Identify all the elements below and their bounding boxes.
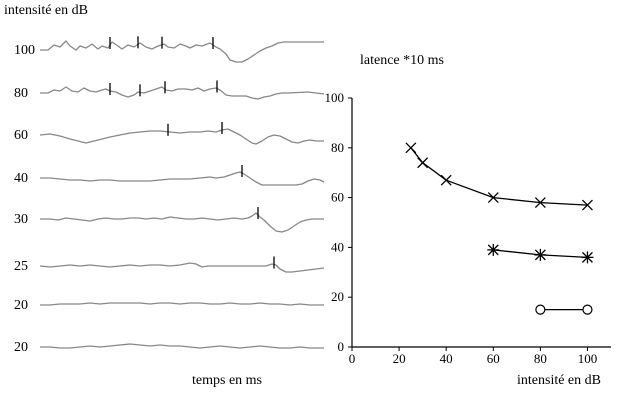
waveform-trace xyxy=(40,343,324,349)
x-tick-label: 20 xyxy=(393,351,406,366)
series-line xyxy=(410,147,588,206)
circle-marker xyxy=(582,304,593,315)
x-tick-label: 60 xyxy=(487,351,500,366)
chart-title: latence *10 ms xyxy=(360,53,444,68)
data-point xyxy=(405,142,417,154)
marker-stroke xyxy=(405,142,417,154)
y-tick-label: 40 xyxy=(331,239,344,254)
waveform-trace xyxy=(39,128,324,145)
data-point xyxy=(581,251,594,264)
data-point xyxy=(487,192,499,204)
waveform-trace xyxy=(40,212,324,233)
y-tick-label: 20 xyxy=(331,289,344,304)
data-point xyxy=(534,197,546,209)
marker-stroke xyxy=(487,192,499,204)
x-axis-label: intensité en dB xyxy=(517,373,601,388)
waveform-trace xyxy=(40,171,325,186)
trace-label: 25 xyxy=(14,259,28,274)
data-point xyxy=(582,304,593,315)
data-point xyxy=(487,243,500,256)
trace-label: 30 xyxy=(14,212,28,227)
trace-label: 100 xyxy=(14,43,35,58)
marker-stroke xyxy=(534,197,546,209)
trace-label: 20 xyxy=(14,340,28,355)
marker-stroke xyxy=(417,157,429,169)
waveform-trace xyxy=(40,40,324,63)
data-point xyxy=(440,174,452,186)
x-tick-label: 100 xyxy=(578,351,598,366)
x-tick-label: 0 xyxy=(349,351,356,366)
data-point xyxy=(534,248,547,261)
y-tick-label: 60 xyxy=(331,190,344,205)
trace-label: 40 xyxy=(14,171,28,186)
waveform-trace xyxy=(40,86,325,100)
marker-stroke xyxy=(581,199,593,211)
y-tick-label: 100 xyxy=(325,90,345,105)
x-tick-label: 80 xyxy=(534,351,547,366)
marker-stroke xyxy=(440,174,452,186)
data-point xyxy=(535,304,546,315)
circle-marker xyxy=(535,304,546,315)
waveform-trace xyxy=(39,262,325,273)
left-ylabel: intensité en dB xyxy=(4,3,88,18)
y-tick-label: 80 xyxy=(331,140,344,155)
trace-label: 60 xyxy=(14,128,28,143)
y-tick-label: 0 xyxy=(338,339,345,354)
trace-label: 80 xyxy=(14,86,28,101)
left-xlabel: temps en ms xyxy=(192,373,262,388)
waveform-trace xyxy=(40,302,324,306)
x-tick-label: 40 xyxy=(440,351,453,366)
trace-label: 20 xyxy=(14,298,28,313)
data-point xyxy=(581,199,593,211)
data-point xyxy=(417,157,429,169)
